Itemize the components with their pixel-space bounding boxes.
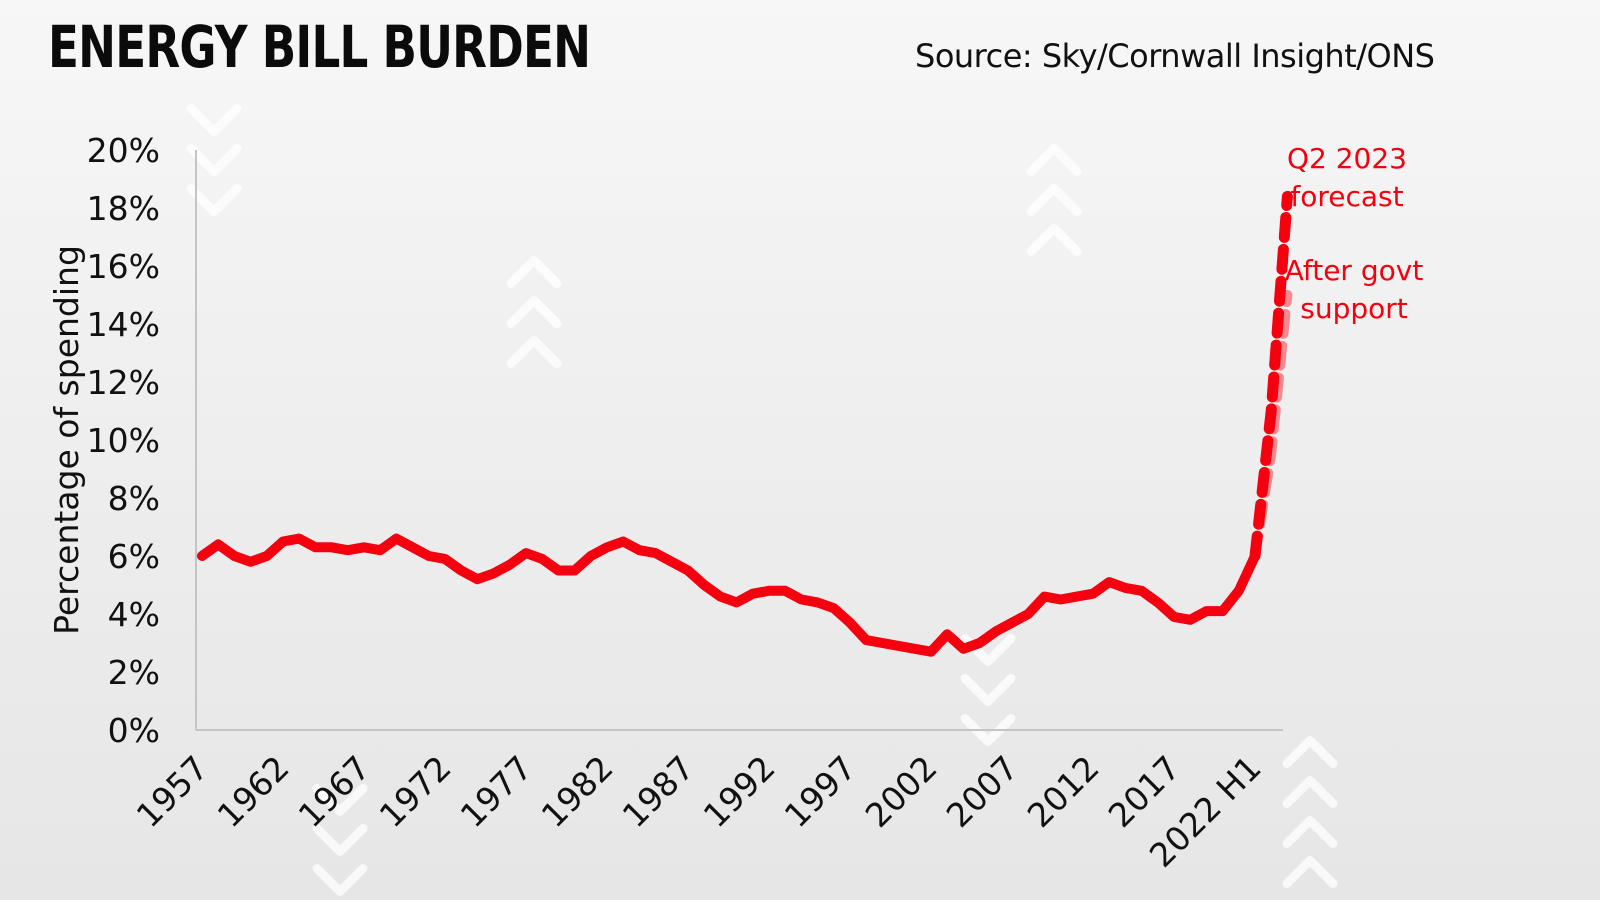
chevron-pattern-icon xyxy=(506,256,562,288)
chevron-pattern-icon xyxy=(1026,224,1082,256)
chevron-pattern-icon xyxy=(1026,184,1082,216)
annotations: Q2 2023 forecast After govt support xyxy=(1285,142,1424,325)
chevron-pattern-icon xyxy=(1282,776,1338,808)
chevron-pattern-icon xyxy=(1282,816,1338,848)
x-tick-label: 1957 xyxy=(129,748,216,835)
y-tick-label: 16% xyxy=(87,247,160,286)
y-tick-labels: 0% 2% 4% 6% 8% 10% 12% 14% 16% 18% 20% xyxy=(87,131,160,750)
support-label-line-1: After govt xyxy=(1285,254,1424,287)
chevron-pattern-icon xyxy=(506,296,562,328)
forecast-label-line-1: Q2 2023 xyxy=(1287,142,1407,175)
support-label-line-2: support xyxy=(1300,292,1408,325)
x-tick-label: 1987 xyxy=(615,748,702,835)
chevron-pattern-icon xyxy=(1026,144,1082,176)
chevron-pattern-icon xyxy=(186,104,242,136)
y-tick-label: 6% xyxy=(108,537,160,576)
chevron-pattern-icon xyxy=(312,824,368,856)
chevron-pattern-icon xyxy=(312,864,368,896)
chevron-pattern-icon xyxy=(506,336,562,368)
x-tick-label: 2007 xyxy=(939,748,1026,835)
x-tick-label: 2012 xyxy=(1020,748,1107,835)
background-decor xyxy=(186,104,1338,896)
y-axis-title: Percentage of spending xyxy=(47,245,86,635)
historical-series-line xyxy=(197,533,1260,657)
y-tick-label: 10% xyxy=(87,421,160,460)
x-tick-labels: 1957196219671972197719821987199219972002… xyxy=(129,748,1269,875)
y-tick-label: 14% xyxy=(87,305,160,344)
x-tick-label: 1992 xyxy=(696,748,783,835)
y-tick-label: 2% xyxy=(108,653,160,692)
chevron-pattern-icon xyxy=(1282,856,1338,888)
forecast-label-line-2: forecast xyxy=(1290,180,1403,213)
y-tick-label: 4% xyxy=(108,595,160,634)
source-text: Source: Sky/Cornwall Insight/ONS xyxy=(915,37,1435,75)
forecast-series-line xyxy=(1249,190,1293,562)
y-tick-label: 8% xyxy=(108,479,160,518)
chart-axes xyxy=(195,150,1283,731)
x-tick-label: 1977 xyxy=(453,748,540,835)
data-series xyxy=(197,190,1293,657)
y-tick-label: 12% xyxy=(87,363,160,402)
x-tick-label: 1982 xyxy=(534,748,621,835)
chart-title: ENERGY BILL BURDEN xyxy=(48,13,591,81)
chevron-pattern-icon xyxy=(186,144,242,176)
x-tick-label: 2002 xyxy=(858,748,945,835)
y-tick-label: 0% xyxy=(108,711,160,750)
chevron-pattern-icon xyxy=(960,674,1016,706)
chevron-pattern-icon xyxy=(1282,736,1338,768)
y-tick-label: 18% xyxy=(87,189,160,228)
x-tick-label: 1972 xyxy=(372,748,459,835)
chevron-pattern-icon xyxy=(960,714,1016,746)
x-tick-label: 1997 xyxy=(777,748,864,835)
y-tick-label: 20% xyxy=(87,131,160,170)
chevron-pattern-icon xyxy=(186,184,242,216)
x-tick-label: 1962 xyxy=(210,748,297,835)
chevron-pattern-icon xyxy=(312,784,368,816)
